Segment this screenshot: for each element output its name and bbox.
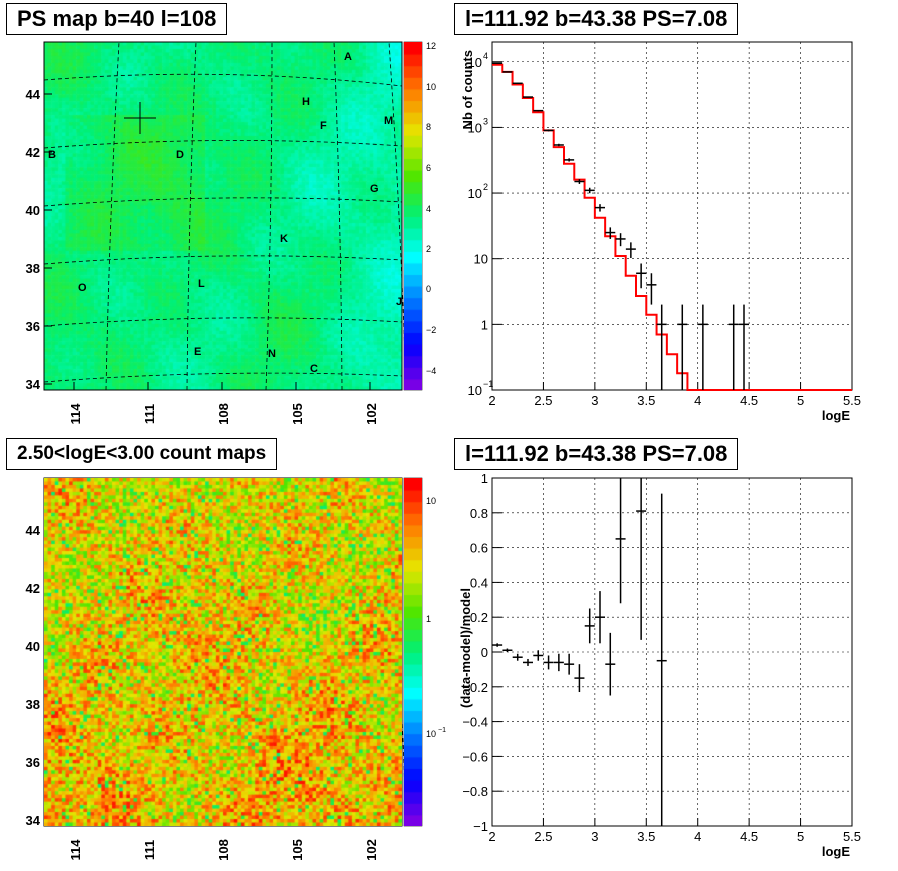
ps-map-colorbar bbox=[404, 42, 422, 390]
spectrum-xtick-label: 4.5 bbox=[740, 393, 758, 408]
count-map-colorbar bbox=[404, 478, 422, 826]
countmap-ytick-label: 38 bbox=[26, 697, 40, 712]
residual-ytick-label: −0.6 bbox=[462, 749, 488, 764]
psmap-cbar-label: 2 bbox=[426, 244, 431, 254]
psmap-cbar-label: 4 bbox=[426, 204, 431, 214]
psmap-cbar-label: 10 bbox=[426, 82, 436, 92]
residual-ytick-label: −0.4 bbox=[462, 715, 488, 730]
residual-xtick-label: 2.5 bbox=[534, 829, 552, 844]
residual-ytick-label: −0.2 bbox=[462, 680, 488, 695]
spectrum-xtick-label: 3 bbox=[591, 393, 598, 408]
psmap-ytick-label: 34 bbox=[26, 377, 41, 392]
countmap-ytick-label: 34 bbox=[26, 813, 41, 828]
countmap-ytick-label: 44 bbox=[26, 523, 41, 538]
spectrum-ytick-label: 10 bbox=[474, 252, 488, 267]
spectrum-xtick-label: 2 bbox=[488, 393, 495, 408]
residual-ytick-label: 1 bbox=[481, 471, 488, 486]
bottom-left-title: 2.50<logE<3.00 count maps bbox=[6, 438, 278, 470]
spectrum-ytick-label: 10 bbox=[468, 55, 482, 70]
countmap-cbar-label: 1 bbox=[426, 614, 431, 624]
psmap-cbar-label: 6 bbox=[426, 163, 431, 173]
countmap-cbar-label-exp: −1 bbox=[438, 727, 446, 734]
ps-map-heatmap[interactable] bbox=[44, 42, 402, 390]
psmap-ytick-label: 40 bbox=[26, 203, 40, 218]
countmap-xtick-label: 102 bbox=[364, 839, 379, 861]
count-map-heatmap[interactable] bbox=[44, 478, 402, 826]
spectrum-xlabel: logE bbox=[822, 408, 850, 423]
residual-xtick-label: 4.5 bbox=[740, 829, 758, 844]
countmap-ytick-label: 42 bbox=[26, 581, 40, 596]
countmap-xtick-label: 111 bbox=[142, 840, 157, 860]
residual-ytick-label: 0.6 bbox=[470, 541, 488, 556]
spectrum-frame bbox=[491, 41, 853, 391]
spectrum-ytick-label: 1 bbox=[481, 317, 488, 332]
psmap-cbar-label: 0 bbox=[426, 284, 431, 294]
psmap-cbar-label: −2 bbox=[426, 325, 436, 335]
spectrum-ytick-exp: 4 bbox=[483, 51, 488, 61]
spectrum-xtick-label: 5 bbox=[797, 393, 804, 408]
psmap-cbar-label: 8 bbox=[426, 122, 431, 132]
psmap-xtick-label: 114 bbox=[68, 403, 83, 425]
residual-xtick-label: 5 bbox=[797, 829, 804, 844]
residual-xtick-label: 3 bbox=[591, 829, 598, 844]
psmap-cbar-label: 12 bbox=[426, 41, 436, 51]
spectrum-model-line bbox=[492, 63, 852, 391]
psmap-xtick-label: 111 bbox=[142, 404, 157, 424]
spectrum-xtick-label: 2.5 bbox=[534, 393, 552, 408]
residual-ytick-label: 0.8 bbox=[470, 506, 488, 521]
spectrum-xtick-label: 4 bbox=[694, 393, 701, 408]
countmap-xtick-label: 114 bbox=[68, 839, 83, 861]
psmap-xtick-label: 102 bbox=[364, 403, 379, 425]
spectrum-ytick-label: 10 bbox=[468, 186, 482, 201]
psmap-cbar-label: −4 bbox=[426, 366, 436, 376]
residual-xtick-label: 3.5 bbox=[637, 829, 655, 844]
spectrum-xtick-label: 5.5 bbox=[843, 393, 861, 408]
spectrum-ytick-label: 10 bbox=[468, 383, 482, 398]
residual-xlabel: logE bbox=[822, 844, 850, 859]
residual-frame bbox=[491, 477, 853, 827]
residual-xtick-label: 4 bbox=[694, 829, 701, 844]
top-left-title: PS map b=40 l=108 bbox=[6, 3, 228, 35]
psmap-ytick-label: 36 bbox=[26, 319, 40, 334]
residual-ytick-label: 0.2 bbox=[470, 610, 488, 625]
countmap-xtick-label: 105 bbox=[290, 839, 305, 861]
countmap-ytick-label: 40 bbox=[26, 639, 40, 654]
countmap-xtick-label: 108 bbox=[216, 839, 231, 861]
bottom-right-title: l=111.92 b=43.38 PS=7.08 bbox=[454, 438, 739, 470]
psmap-ytick-label: 38 bbox=[26, 261, 40, 276]
spectrum-ytick-exp: 3 bbox=[483, 116, 488, 126]
residual-ytick-label: −0.8 bbox=[462, 784, 488, 799]
residual-ytick-label: 0.4 bbox=[470, 575, 488, 590]
psmap-xtick-label: 105 bbox=[290, 403, 305, 425]
countmap-cbar-label: 10 bbox=[426, 729, 436, 739]
spectrum-ytick-label: 10 bbox=[468, 120, 482, 135]
spectrum-xtick-label: 3.5 bbox=[637, 393, 655, 408]
residual-xtick-label: 2 bbox=[488, 829, 495, 844]
psmap-ytick-label: 44 bbox=[26, 87, 41, 102]
countmap-cbar-label: 10 bbox=[426, 496, 436, 506]
residual-ylabel: (data-model)/model bbox=[458, 588, 473, 708]
spectrum-ytick-exp: 2 bbox=[483, 182, 488, 192]
residual-xtick-label: 5.5 bbox=[843, 829, 861, 844]
residual-ytick-label: 0 bbox=[481, 645, 488, 660]
psmap-xtick-label: 108 bbox=[216, 403, 231, 425]
spectrum-ytick-exp: −1 bbox=[483, 379, 493, 389]
top-right-title: l=111.92 b=43.38 PS=7.08 bbox=[454, 3, 739, 35]
countmap-ytick-label: 36 bbox=[26, 755, 40, 770]
residual-ytick-label: −1 bbox=[473, 819, 488, 834]
spectrum-ylabel: Nb of counts bbox=[460, 50, 475, 129]
psmap-ytick-label: 42 bbox=[26, 145, 40, 160]
